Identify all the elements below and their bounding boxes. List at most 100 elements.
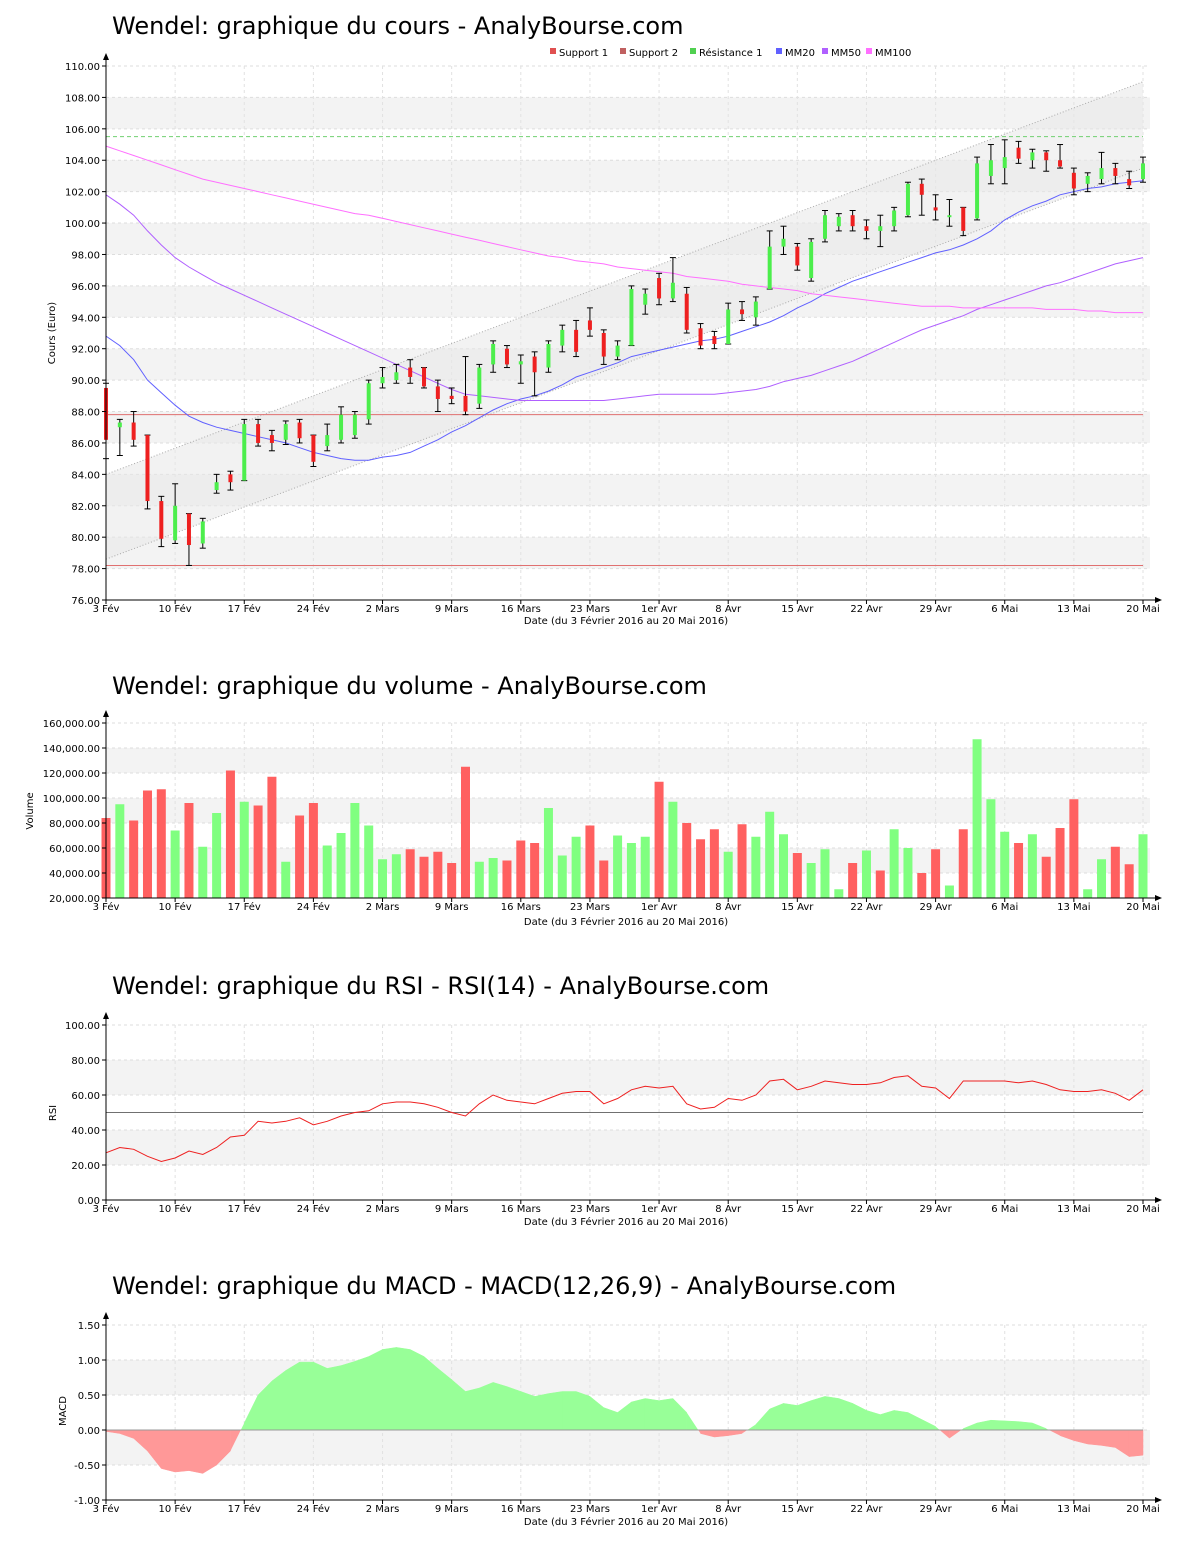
macd-chart: Wendel: graphique du MACD - MACD(12,26,9…	[58, 1272, 1162, 1528]
price-candle	[421, 367, 428, 389]
volume-bar	[405, 849, 415, 898]
price-candle	[614, 340, 621, 361]
macd-area-segment	[285, 1361, 300, 1431]
candle-body	[1044, 152, 1049, 161]
macd-area-segment	[838, 1398, 853, 1431]
price-candle	[863, 219, 870, 240]
candle-body	[684, 293, 689, 330]
volume-x-axis-arrow	[1155, 895, 1162, 901]
macd-area-segment	[1018, 1421, 1033, 1431]
volume-bar	[1055, 828, 1065, 898]
macd-x-tick-label: 29 Avr	[920, 1504, 953, 1515]
price-chart-title: Wendel: graphique du cours - AnalyBourse…	[112, 12, 684, 40]
candle-body	[297, 422, 302, 439]
volume-bar	[1069, 799, 1079, 898]
candle-body	[228, 474, 233, 483]
candle-body	[242, 424, 247, 481]
candle-body	[269, 435, 274, 443]
rsi-grid-band	[106, 1060, 1150, 1095]
volume-bar	[599, 860, 609, 898]
volume-x-tick-label: 2 Mars	[366, 902, 400, 913]
volume-x-tick-label: 3 Fév	[93, 901, 120, 913]
candle-body	[933, 207, 938, 211]
macd-area-segment	[893, 1410, 909, 1431]
price-candle	[338, 406, 345, 444]
price-candle	[904, 181, 911, 218]
price-legend-swatch	[550, 48, 556, 54]
price-x-tick-label: 9 Mars	[435, 604, 469, 615]
rsi-x-tick-label: 23 Mars	[570, 1204, 610, 1215]
price-candle	[1015, 140, 1022, 164]
volume-bar	[488, 858, 498, 898]
candle-body	[905, 183, 910, 216]
price-y-tick-label: 80.00	[71, 533, 100, 544]
price-y-tick-label: 86.00	[71, 439, 100, 450]
price-candle	[877, 214, 884, 248]
volume-bar	[1083, 889, 1093, 898]
macd-area-segment	[202, 1429, 217, 1474]
price-candle	[545, 340, 552, 373]
price-candle	[559, 324, 566, 353]
volume-bar	[986, 799, 996, 898]
volume-bar	[239, 801, 249, 898]
volume-x-axis-label: Date (du 3 Février 2016 au 20 Mai 2016)	[524, 916, 728, 928]
rsi-x-tick-label: 2 Mars	[366, 1204, 400, 1215]
volume-x-tick-label: 17 Fév	[228, 901, 261, 913]
price-candle	[1126, 170, 1133, 190]
candle-body	[601, 333, 606, 357]
price-legend-label: Résistance 1	[699, 47, 762, 59]
price-candle	[932, 194, 939, 221]
macd-x-axis-label: Date (du 3 Février 2016 au 20 Mai 2016)	[524, 1516, 728, 1528]
macd-axes: -1.00 -0.50 0.00 0.50 1.00 1.50 3 Fév 10 Fév 17 …	[74, 1312, 1162, 1515]
rsi-y-axis-label: RSI	[48, 1105, 59, 1121]
volume-grid-band	[106, 748, 1150, 773]
candle-body	[892, 210, 897, 227]
price-candle	[282, 420, 289, 446]
macd-y-tick-label: -0.50	[74, 1461, 100, 1472]
price-candle	[1140, 156, 1146, 183]
volume-bar	[516, 840, 526, 898]
price-y-tick-label: 108.00	[65, 93, 100, 104]
price-channel-upper	[105, 81, 1144, 475]
candle-body	[1002, 157, 1007, 169]
volume-bar	[115, 804, 125, 898]
candle-body	[560, 329, 565, 346]
candle-body	[339, 414, 344, 440]
price-y-tick-label: 102.00	[65, 188, 100, 199]
macd-area-segment	[313, 1361, 328, 1431]
macd-area-segment	[949, 1430, 962, 1439]
price-x-tick-label: 15 Avr	[781, 604, 814, 615]
price-trend-channel	[105, 81, 1144, 560]
price-legend-swatch	[690, 48, 696, 54]
macd-area-segment	[783, 1403, 798, 1431]
volume-bar	[281, 861, 291, 898]
price-x-tick-label: 8 Avr	[715, 604, 742, 615]
price-candle	[130, 411, 137, 447]
macd-y-tick-label: -1.00	[74, 1496, 100, 1507]
candle-body	[131, 422, 136, 440]
rsi-chart: Wendel: graphique du RSI - RSI(14) - Ana…	[48, 972, 1162, 1228]
rsi-x-axis-label: Date (du 3 Février 2016 au 20 Mai 2016)	[524, 1216, 728, 1228]
macd-x-tick-label: 16 Mars	[501, 1504, 541, 1515]
volume-bar	[170, 830, 180, 898]
rsi-x-tick-label: 17 Fév	[228, 1203, 261, 1215]
candle-body	[864, 226, 869, 231]
candle-body	[435, 386, 440, 399]
volume-bar	[571, 836, 581, 898]
price-candle	[739, 301, 746, 321]
macd-area-segment	[368, 1349, 383, 1431]
macd-area-segment	[824, 1396, 840, 1431]
candle-body	[463, 395, 468, 412]
rsi-x-tick-label: 29 Avr	[920, 1204, 953, 1215]
price-chart: Wendel: graphique du cours - AnalyBourse…	[47, 12, 1162, 627]
volume-bar	[668, 801, 678, 898]
candle-body	[1030, 152, 1035, 161]
price-candle	[199, 517, 206, 549]
price-candle	[310, 434, 317, 467]
macd-area-segment	[907, 1412, 923, 1431]
price-y-tick-label: 100.00	[65, 219, 100, 230]
candle-body	[836, 216, 841, 227]
macd-area-segment	[672, 1397, 687, 1431]
price-candle	[987, 144, 994, 185]
volume-bar	[447, 863, 457, 898]
